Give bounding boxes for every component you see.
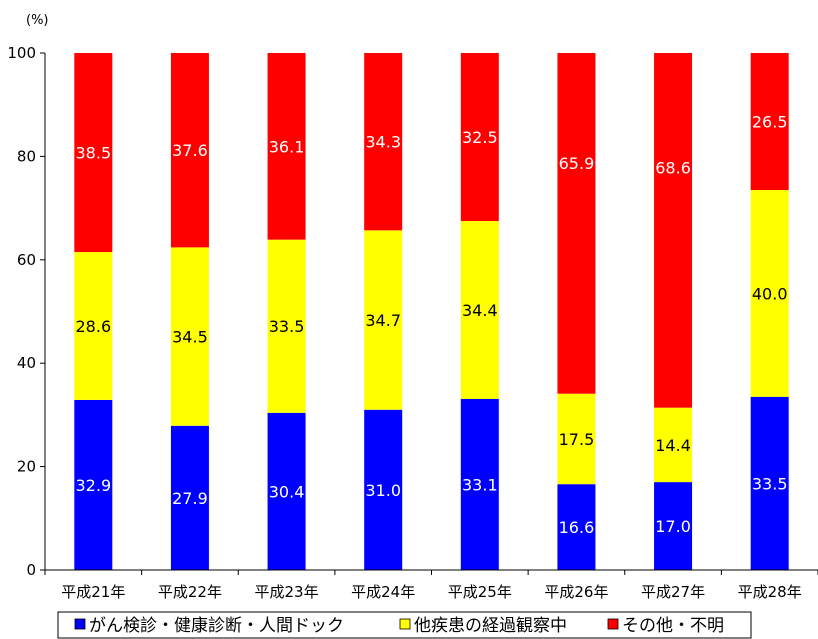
data-label: 31.0	[365, 481, 401, 500]
legend-swatch	[74, 618, 86, 630]
bar-segment	[750, 190, 789, 397]
bar-segment	[364, 53, 403, 231]
bar-segment	[170, 425, 209, 570]
data-label: 30.4	[269, 482, 305, 501]
bar-segment	[557, 53, 596, 394]
legend-label: 他疾患の経過観察中	[414, 616, 567, 636]
bar-segment	[74, 399, 113, 570]
data-label: 34.4	[462, 301, 498, 320]
data-label: 65.9	[559, 154, 595, 173]
bar-segment	[364, 230, 403, 410]
data-label: 38.5	[76, 144, 112, 163]
data-label: 33.1	[462, 475, 498, 494]
data-labels: 32.9 28.6 38.5 27.9 34.5 37.6 30.4 33.5 36.1 31.0…	[76, 113, 788, 538]
category-label: 平成24年	[351, 583, 415, 601]
bar-segment	[654, 53, 693, 408]
bar-segment	[654, 407, 693, 483]
legend-label: その他・不明	[622, 616, 724, 636]
data-label: 16.6	[559, 518, 595, 537]
category-label: 平成27年	[641, 583, 705, 601]
y-tick-label: 100	[7, 44, 36, 62]
data-label: 27.9	[172, 489, 208, 508]
y-tick-label: 0	[26, 561, 36, 579]
data-label: 40.0	[752, 284, 788, 303]
category-label: 平成23年	[255, 583, 319, 601]
y-tick-label: 80	[17, 147, 36, 165]
legend-label: がん検診・健康診断・人間ドック	[89, 616, 344, 636]
bar-segment	[460, 398, 499, 570]
category-label: 平成25年	[448, 583, 512, 601]
data-label: 68.6	[655, 159, 691, 178]
bar-segment	[750, 396, 789, 570]
data-label: 32.9	[76, 476, 112, 495]
y-tick-label: 20	[17, 458, 36, 476]
x-axis: 平成21年 平成22年 平成23年 平成24年 平成25年 平成26年 平成27年 平成28年	[44, 569, 818, 601]
y-tick-label: 40	[17, 354, 36, 372]
data-label: 36.1	[269, 137, 305, 156]
data-label: 28.6	[76, 317, 112, 336]
bar-segment	[170, 247, 209, 426]
bar-segment	[557, 484, 596, 570]
data-label: 37.6	[172, 141, 208, 160]
legend-swatch	[607, 618, 619, 630]
bar-segment	[170, 53, 209, 248]
y-axis-unit-label: (%)	[26, 13, 49, 28]
bar-segment	[750, 53, 789, 191]
data-label: 26.5	[752, 113, 788, 132]
category-label: 平成22年	[158, 583, 222, 601]
data-label: 32.5	[462, 128, 498, 147]
bar-segment	[74, 53, 113, 253]
bar-segment	[460, 221, 499, 399]
category-label: 平成21年	[61, 583, 125, 601]
data-label: 33.5	[269, 317, 305, 336]
bar-segment	[460, 53, 499, 222]
category-label: 平成28年	[738, 583, 802, 601]
bar-segment	[654, 482, 693, 570]
legend: がん検診・健康診断・人間ドック 他疾患の経過観察中 その他・不明	[57, 611, 752, 639]
y-tick-label: 60	[17, 251, 36, 269]
bar-segment	[267, 412, 306, 570]
data-label: 34.3	[365, 133, 401, 152]
bars	[74, 53, 789, 570]
legend-swatch	[399, 618, 411, 630]
bar-segment	[74, 252, 113, 400]
bar-segment	[267, 53, 306, 240]
data-label: 34.7	[365, 311, 401, 330]
category-label: 平成26年	[544, 583, 608, 601]
data-label: 17.5	[559, 430, 595, 449]
y-axis: 0 20 40 60 80 100	[7, 44, 46, 579]
data-label: 17.0	[655, 517, 691, 536]
data-label: 14.4	[655, 436, 691, 455]
bar-segment	[267, 239, 306, 413]
data-label: 34.5	[172, 328, 208, 347]
bar-segment	[557, 393, 596, 485]
data-label: 33.5	[752, 474, 788, 493]
bar-segment	[364, 409, 403, 570]
